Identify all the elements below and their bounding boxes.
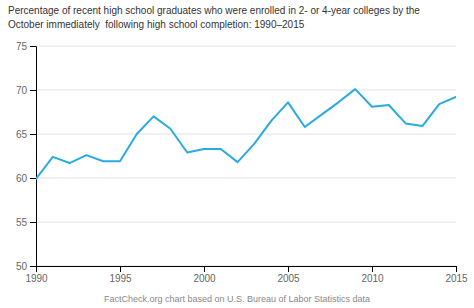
tick: 1990	[25, 266, 48, 284]
tick-mark	[30, 134, 36, 135]
tick: 75	[16, 41, 36, 52]
tick-mark	[120, 266, 121, 272]
grid-line	[36, 134, 456, 135]
tick: 65	[16, 129, 36, 140]
plot: 1990 1995 2000 2005 2010 2015 50 55 60 65 70 75	[16, 41, 468, 284]
grid-line	[36, 90, 456, 91]
data-line	[36, 89, 456, 179]
axis-line	[30, 47, 37, 267]
tick-mark	[30, 222, 36, 223]
tick-label: 2015	[445, 273, 468, 284]
tick-label: 75	[16, 41, 28, 52]
tick-mark	[456, 266, 457, 272]
title: Percentage of recent high school graduat…	[8, 5, 420, 16]
tick-label: 60	[16, 173, 28, 184]
tick-mark	[204, 266, 205, 272]
tick-mark	[372, 266, 373, 272]
tick-label: 2000	[193, 273, 216, 284]
tick: 60	[16, 173, 36, 184]
grid-line	[36, 178, 456, 179]
tick-mark	[30, 46, 36, 47]
tick: 2010	[361, 266, 384, 284]
tick-mark	[30, 178, 36, 179]
tick-label: 55	[16, 217, 28, 228]
x-axis: 1990 1995 2000 2005 2010 2015	[25, 266, 468, 284]
subtitle: October immediately following high schoo…	[8, 19, 305, 30]
grid-line	[36, 222, 456, 223]
tick-label: 70	[16, 85, 28, 96]
tick-label: 2005	[277, 273, 300, 284]
grid	[36, 46, 456, 266]
marks	[36, 89, 456, 179]
tick-mark	[30, 90, 36, 91]
tick: 1995	[109, 266, 132, 284]
chart: Percentage of recent high school graduat…	[0, 0, 474, 308]
tick-label: 2010	[361, 273, 384, 284]
tick-mark	[288, 266, 289, 272]
grid-line	[36, 46, 456, 47]
tick-label: 50	[16, 261, 28, 272]
tick: 55	[16, 217, 36, 228]
y-axis: 50 55 60 65 70 75	[16, 41, 37, 272]
tick-label: 1995	[109, 273, 132, 284]
tick: 50	[16, 261, 36, 272]
footnote: FactCheck.org chart based on U.S. Bureau…	[104, 294, 370, 304]
axis-line	[37, 267, 457, 273]
tick-mark	[30, 266, 36, 267]
tick: 70	[16, 85, 36, 96]
tick: 2015	[445, 266, 468, 284]
tick-label: 65	[16, 129, 28, 140]
tick: 2005	[277, 266, 300, 284]
tick-label: 1990	[25, 273, 48, 284]
tick: 2000	[193, 266, 216, 284]
